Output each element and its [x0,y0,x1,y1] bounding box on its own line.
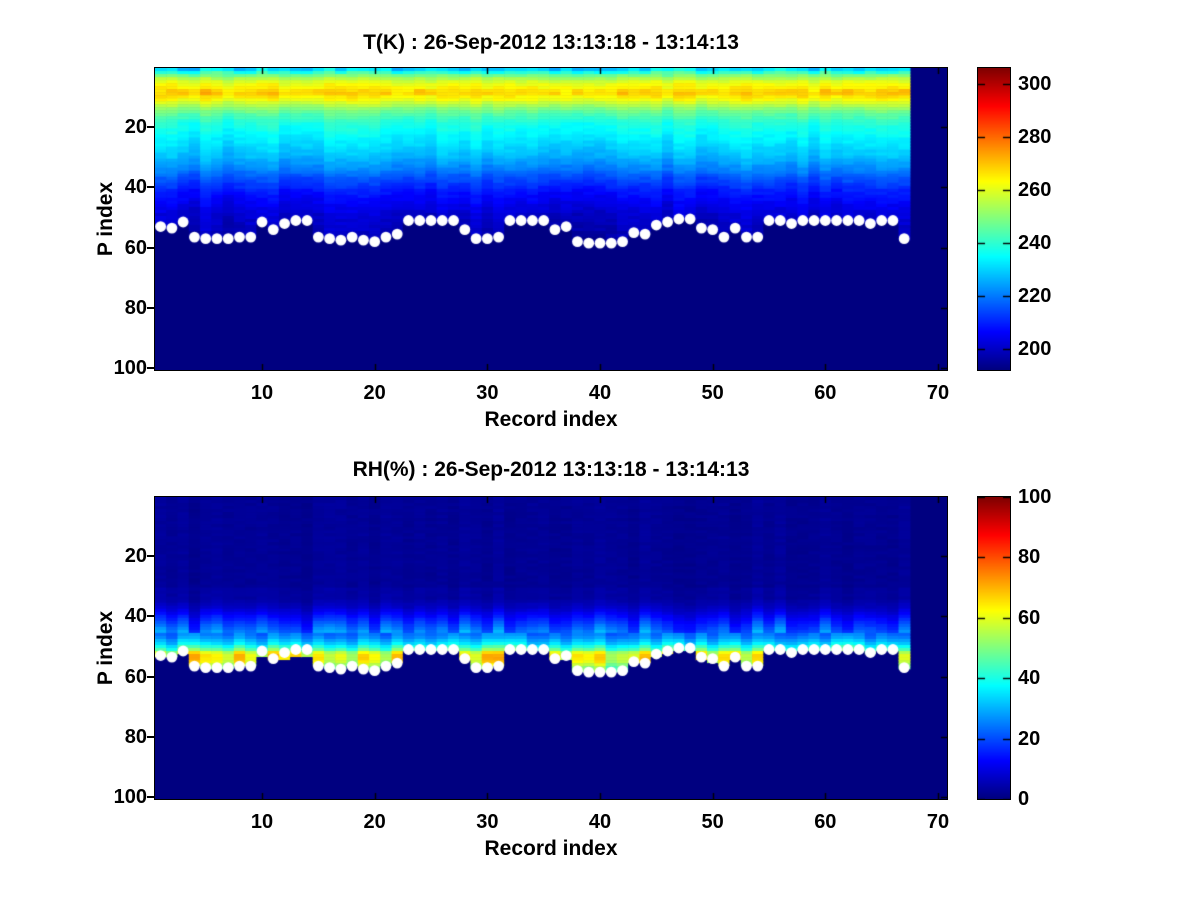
colorbar-tick-label: 240 [1018,231,1052,254]
humidity-plot-title: RH(%) : 26-Sep-2012 13:13:18 - 13:14:13 [352,458,750,481]
x-tick-label: 40 [588,811,612,833]
y-tick-label: 40 [124,605,147,628]
x-tick-label: 10 [250,811,274,833]
temperature-colorbar [977,67,1011,371]
x-tick-label: 30 [476,382,499,404]
temperature-heatmap-canvas [155,68,947,370]
y-tick-label: 40 [124,176,147,199]
colorbar-tick-label: 40 [1018,667,1041,690]
x-tick-label: 70 [926,811,950,833]
x-tick-label: 40 [588,382,612,404]
x-tick-label: 70 [926,382,950,404]
temperature-colorbar-canvas [978,68,1010,370]
y-tick-label: 60 [124,665,147,688]
y-tick-mark [147,246,155,249]
x-tick-label: 60 [814,382,837,404]
colorbar-tick-label: 60 [1018,606,1041,629]
y-tick-mark [147,675,155,678]
temperature-xlabel: Record index [484,408,618,431]
y-tick-label: 60 [124,236,147,259]
y-tick-mark [147,796,155,799]
y-tick-label: 80 [124,297,147,320]
y-tick-label: 20 [124,544,147,567]
x-tick-label: 30 [476,811,499,833]
y-tick-label: 100 [113,786,147,809]
humidity-xlabel: Record index [484,837,618,860]
y-tick-mark [147,125,155,128]
y-tick-mark [147,186,155,189]
x-tick-label: 20 [363,382,386,404]
temperature-plot-title: T(K) : 26-Sep-2012 13:13:18 - 13:14:13 [363,31,739,54]
y-tick-label: 100 [113,357,147,380]
x-tick-label: 50 [701,811,724,833]
colorbar-tick-label: 100 [1018,486,1052,508]
y-tick-mark [147,367,155,370]
colorbar-tick-label: 280 [1018,125,1052,148]
temperature-heatmap-axes [154,67,948,371]
humidity-heatmap-canvas [155,497,947,799]
colorbar-tick-label: 260 [1018,178,1052,201]
colorbar-tick-label: 300 [1018,72,1052,95]
colorbar-tick-label: 20 [1018,727,1041,750]
humidity-colorbar [977,496,1011,800]
humidity-colorbar-canvas [978,497,1010,799]
x-tick-label: 50 [701,382,724,404]
y-tick-mark [147,615,155,618]
x-tick-label: 20 [363,811,386,833]
y-tick-label: 20 [124,115,147,138]
y-tick-mark [147,554,155,557]
x-tick-label: 60 [814,811,837,833]
y-tick-label: 80 [124,726,147,749]
colorbar-tick-label: 200 [1018,337,1052,360]
colorbar-tick-label: 220 [1018,284,1052,307]
colorbar-tick-label: 80 [1018,546,1041,569]
x-tick-label: 10 [250,382,274,404]
humidity-heatmap-axes [154,496,948,800]
y-tick-mark [147,736,155,739]
colorbar-tick-label: 0 [1018,788,1030,810]
y-tick-mark [147,307,155,310]
